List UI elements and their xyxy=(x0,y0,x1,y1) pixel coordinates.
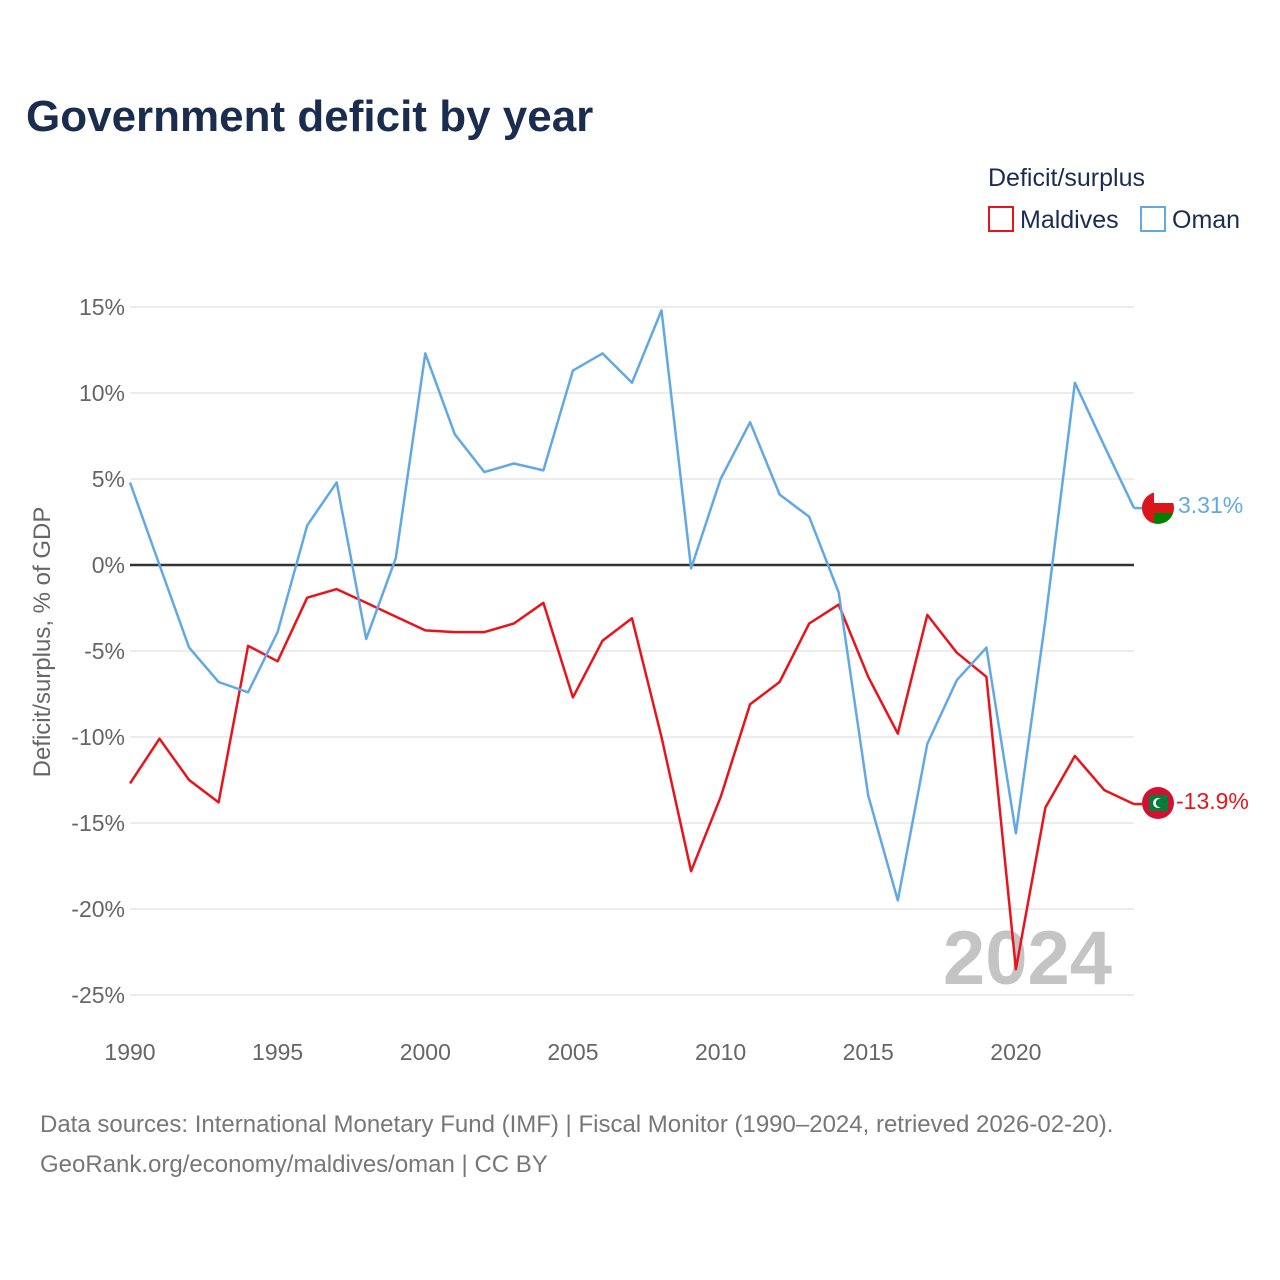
x-tick-label: 2015 xyxy=(843,1039,894,1065)
legend-swatch-maldives[interactable] xyxy=(988,206,1014,232)
x-tick-label: 2020 xyxy=(990,1039,1041,1065)
y-tick-label: -15% xyxy=(71,810,125,836)
x-tick-label: 1995 xyxy=(252,1039,303,1065)
x-tick-label: 1990 xyxy=(104,1039,155,1065)
x-tick-label: 2010 xyxy=(695,1039,746,1065)
legend-title: Deficit/surplus xyxy=(988,164,1145,192)
source-line-1: Data sources: International Monetary Fun… xyxy=(40,1111,1113,1138)
x-tick-label: 2005 xyxy=(547,1039,598,1065)
maldives-flag-icon xyxy=(1142,787,1174,819)
y-axis-ticks: 15% 10% 5% 0% -5% -10% -15% -20% -25% xyxy=(71,294,125,1008)
y-tick-label: 10% xyxy=(79,380,125,406)
y-tick-label: 15% xyxy=(79,294,125,320)
oman-end-value: 3.31% xyxy=(1178,492,1243,518)
chart-title: Government deficit by year xyxy=(26,92,593,141)
legend-swatch-oman[interactable] xyxy=(1140,206,1166,232)
legend-label-maldives[interactable]: Maldives xyxy=(1020,206,1119,234)
y-axis-label: Deficit/surplus, % of GDP xyxy=(29,507,56,778)
y-tick-label: -20% xyxy=(71,896,125,922)
legend-label-oman[interactable]: Oman xyxy=(1172,206,1240,234)
series-lines xyxy=(128,309,1142,971)
y-tick-label: -25% xyxy=(71,982,125,1008)
oman-flag-icon xyxy=(1142,492,1174,524)
source-line-2[interactable]: GeoRank.org/economy/maldives/oman | CC B… xyxy=(40,1151,548,1178)
y-tick-label: -5% xyxy=(84,638,125,664)
legend: Deficit/surplus Maldives Oman xyxy=(988,164,1240,234)
y-tick-label: 5% xyxy=(92,466,125,492)
x-axis-ticks: 1990 1995 2000 2005 2010 2015 2020 xyxy=(104,1039,1041,1065)
x-tick-label: 2000 xyxy=(400,1039,451,1065)
series-line-maldives[interactable] xyxy=(128,587,1135,971)
series-line-oman[interactable] xyxy=(128,309,1136,902)
year-watermark: 2024 xyxy=(943,916,1112,1001)
maldives-end-value: -13.9% xyxy=(1176,788,1249,814)
y-tick-label: -10% xyxy=(71,724,125,750)
y-tick-label: 0% xyxy=(92,552,125,578)
